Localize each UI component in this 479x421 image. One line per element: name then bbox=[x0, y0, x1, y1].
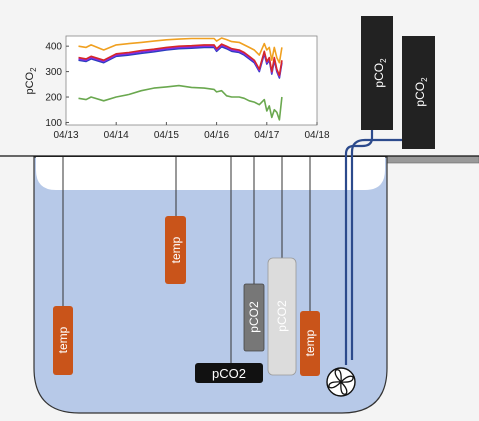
x-axis-ticks: 04/13 04/14 04/15 04/16 04/17 04/18 bbox=[53, 122, 330, 141]
sensor-body bbox=[267, 257, 297, 376]
sensor-label: temp bbox=[169, 236, 183, 263]
sensor-body bbox=[402, 36, 435, 149]
y-tick-label: 400 bbox=[45, 42, 62, 53]
sensor-body bbox=[361, 16, 393, 130]
series-line-1 bbox=[78, 37, 283, 64]
x-tick-label: 04/18 bbox=[304, 130, 329, 141]
x-tick-label: 04/17 bbox=[254, 130, 279, 141]
temp-sensor-mid: temp bbox=[165, 216, 186, 284]
pco2-sensor-gray: pCO2 bbox=[243, 283, 265, 352]
top-pco2-sensor-b: pCO2 bbox=[402, 36, 435, 149]
sensor-label: pCO2 bbox=[372, 58, 388, 88]
sensor-label: pCO2 bbox=[247, 301, 261, 333]
top-pco2-sensor-a: pCO2 bbox=[361, 16, 393, 130]
sensor-cables bbox=[62, 157, 311, 363]
x-tick-label: 04/15 bbox=[154, 130, 179, 141]
temp-sensor-left: temp bbox=[53, 306, 73, 375]
sensor-label: temp bbox=[303, 329, 317, 356]
sensor-body bbox=[195, 363, 263, 383]
series-lines bbox=[78, 37, 283, 121]
sensor-body bbox=[300, 311, 320, 376]
sample-tube-b bbox=[350, 138, 402, 360]
series-line-5 bbox=[78, 84, 283, 121]
sensor-label: pCO2 bbox=[413, 77, 429, 107]
sensor-body bbox=[53, 306, 73, 375]
y-tick-label: 300 bbox=[45, 67, 62, 78]
y-tick-label: 200 bbox=[45, 93, 62, 104]
y-tick-label: 100 bbox=[45, 118, 62, 129]
sensor-label: temp bbox=[56, 326, 70, 353]
x-tick-label: 04/13 bbox=[53, 130, 78, 141]
sensor-body bbox=[165, 216, 186, 284]
x-tick-label: 04/16 bbox=[204, 130, 229, 141]
sensor-body bbox=[243, 283, 265, 352]
tank-headspace bbox=[36, 157, 385, 190]
x-tick-label: 04/14 bbox=[104, 130, 129, 141]
water-tank bbox=[33, 156, 388, 414]
series-line-4 bbox=[78, 43, 283, 77]
pco2-sensor-light: pCO2 bbox=[267, 257, 297, 376]
sensor-label: pCO2 bbox=[275, 300, 289, 332]
y-axis-label: pCO2 bbox=[24, 67, 38, 95]
sample-tube-a bbox=[344, 130, 374, 365]
sensor-label: pCO2 bbox=[212, 366, 246, 381]
temp-sensor-right: temp bbox=[300, 311, 320, 376]
pco2-sensor-black: pCO2 bbox=[195, 363, 263, 383]
fan-icon bbox=[326, 367, 356, 397]
